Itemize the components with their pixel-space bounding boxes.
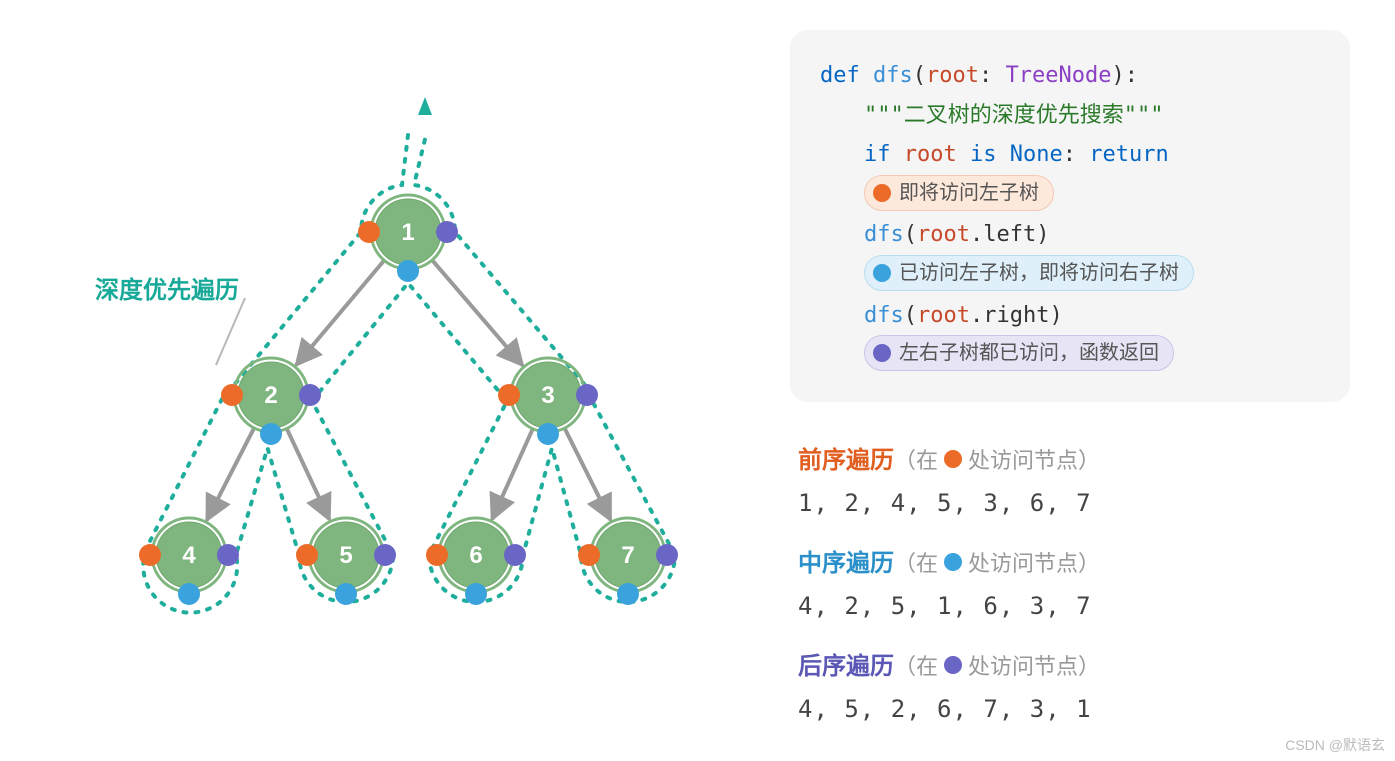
tree-edge: [296, 260, 385, 366]
traversal-item: 前序遍历（在 处访问节点）: [798, 440, 1395, 475]
traversal-note: （在 处访问节点）: [894, 443, 1100, 475]
node-label: 5: [339, 542, 352, 569]
node-label: 3: [541, 382, 554, 409]
traversal-item: 后序遍历（在 处访问节点）: [798, 646, 1395, 681]
in-dot-icon: [335, 583, 357, 605]
in-dot-icon: [465, 583, 487, 605]
in-dot-icon: [178, 583, 200, 605]
traversal-dot-icon: [944, 450, 962, 468]
traversal-note: （在 处访问节点）: [894, 546, 1100, 578]
watermark: CSDN @默语玄: [1285, 735, 1385, 755]
tree-svg: 1 2 3 4 5 6 7: [0, 0, 780, 761]
tree-edge: [431, 259, 522, 365]
pre-dot-icon: [296, 544, 318, 566]
post-pill: 左右子树都已访问，函数返回: [864, 335, 1174, 371]
in-dot-icon: [260, 423, 282, 445]
in-dot-icon: [537, 423, 559, 445]
post-dot-icon: [436, 221, 458, 243]
up-arrow-icon: [418, 97, 432, 115]
traversal-sequence: 4, 5, 2, 6, 7, 3, 1: [798, 695, 1395, 723]
node-label: 1: [401, 219, 414, 246]
code-line-right: dfs(root.right): [820, 296, 1320, 336]
node-label: 7: [621, 542, 634, 569]
node-label: 6: [469, 542, 482, 569]
code-box: def dfs(root: TreeNode): """二叉树的深度优先搜索""…: [790, 30, 1350, 402]
traversal-dot-icon: [944, 553, 962, 571]
code-line-post-pill: 左右子树都已访问，函数返回: [820, 335, 1320, 376]
blue-dot-icon: [873, 264, 891, 282]
traversal-sequence: 4, 2, 5, 1, 6, 3, 7: [798, 592, 1395, 620]
node-label: 4: [182, 542, 196, 569]
post-dot-icon: [374, 544, 396, 566]
tree-diagram: 1 2 3 4 5 6 7 深度优先遍历: [0, 0, 780, 761]
in-pill: 已访问左子树，即将访问右子树: [864, 255, 1194, 291]
tree-label: 深度优先遍历: [95, 270, 239, 305]
post-dot-icon: [576, 384, 598, 406]
label-pointer: [216, 298, 245, 365]
pre-dot-icon: [139, 544, 161, 566]
right-panel: def dfs(root: TreeNode): """二叉树的深度优先搜索""…: [780, 0, 1395, 761]
pre-dot-icon: [498, 384, 520, 406]
code-line-def: def dfs(root: TreeNode):: [820, 56, 1320, 96]
post-dot-icon: [299, 384, 321, 406]
pre-dot-icon: [426, 544, 448, 566]
tree-edge: [286, 428, 329, 520]
tree-edge: [564, 427, 610, 520]
pre-dot-icon: [578, 544, 600, 566]
traversal-sequence: 1, 2, 4, 5, 3, 6, 7: [798, 489, 1395, 517]
pre-pill: 即将访问左子树: [864, 175, 1054, 211]
traversal-dot-icon: [944, 656, 962, 674]
pre-dot-icon: [221, 384, 243, 406]
traversal-title: 后序遍历: [798, 646, 894, 681]
traversal-title: 前序遍历: [798, 440, 894, 475]
code-line-if: if root is None: return: [820, 135, 1320, 175]
purple-dot-icon: [873, 344, 891, 362]
code-line-in-pill: 已访问左子树，即将访问右子树: [820, 255, 1320, 296]
in-dot-icon: [617, 583, 639, 605]
in-dot-icon: [397, 260, 419, 282]
traversal-note: （在 处访问节点）: [894, 649, 1100, 681]
code-line-doc: """二叉树的深度优先搜索""": [820, 96, 1320, 136]
post-dot-icon: [656, 544, 678, 566]
traversal-section: 前序遍历（在 处访问节点）1, 2, 4, 5, 3, 6, 7中序遍历（在 处…: [798, 440, 1395, 723]
code-line-pre-pill: 即将访问左子树: [820, 175, 1320, 216]
pre-dot-icon: [358, 221, 380, 243]
post-dot-icon: [217, 544, 239, 566]
post-dot-icon: [504, 544, 526, 566]
orange-dot-icon: [873, 184, 891, 202]
code-line-left: dfs(root.left): [820, 215, 1320, 255]
node-label: 2: [264, 382, 277, 409]
tree-edge: [492, 428, 533, 520]
tree-edge: [207, 427, 255, 520]
traversal-title: 中序遍历: [798, 543, 894, 578]
traversal-item: 中序遍历（在 处访问节点）: [798, 543, 1395, 578]
